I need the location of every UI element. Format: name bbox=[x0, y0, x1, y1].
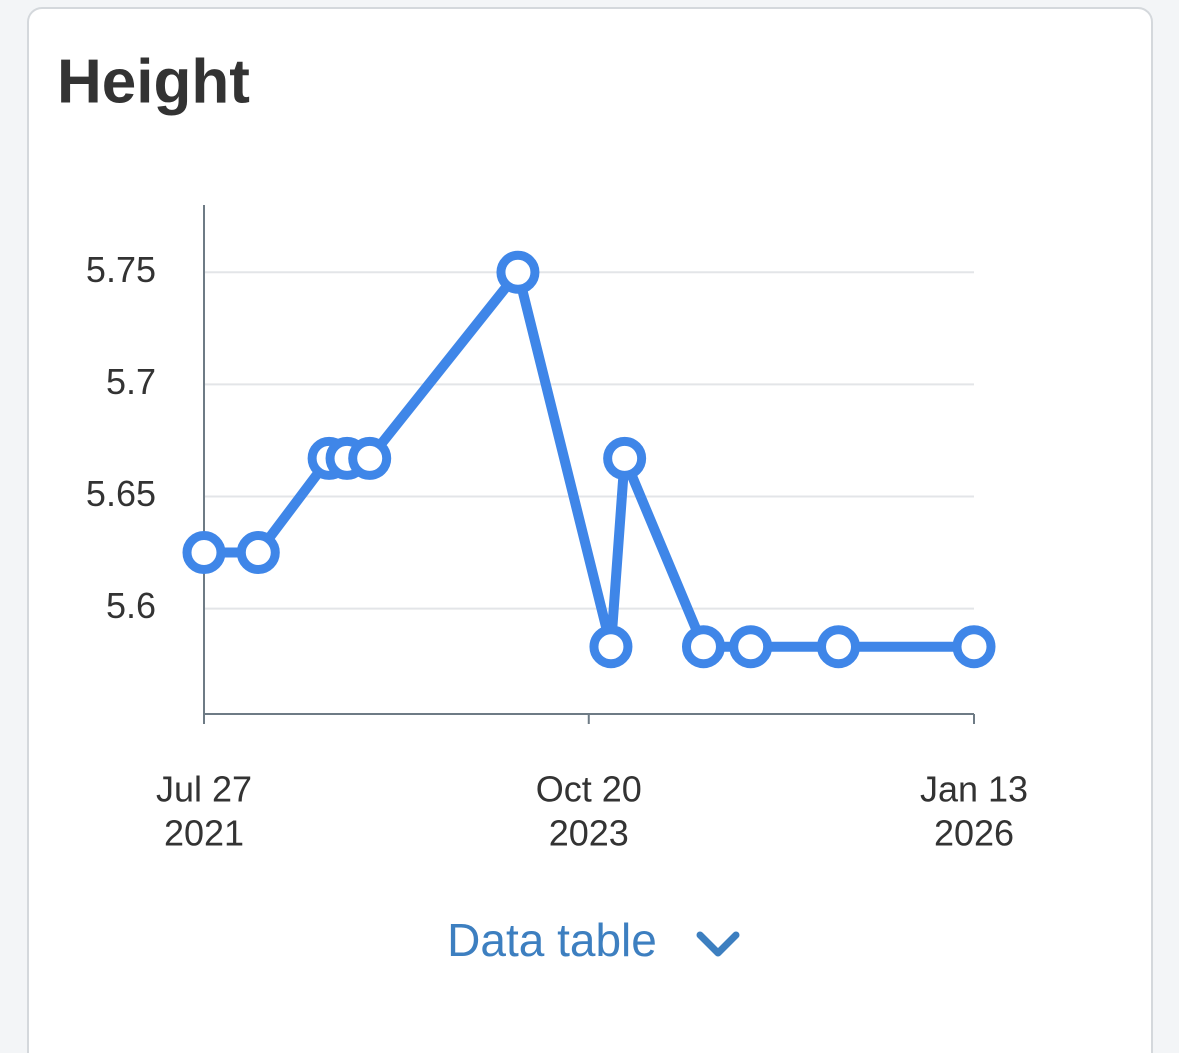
x-tick-label: Jul 27 bbox=[156, 769, 252, 810]
x-tick-label: Jan 13 bbox=[920, 769, 1028, 810]
data-table-toggle[interactable]: Data table bbox=[447, 914, 740, 966]
x-tick-label: Oct 20 bbox=[536, 769, 642, 810]
data-point bbox=[589, 625, 633, 669]
y-tick-label: 5.7 bbox=[106, 361, 156, 402]
x-tick-label: 2021 bbox=[164, 813, 244, 854]
y-tick-label: 5.65 bbox=[86, 473, 156, 514]
data-point bbox=[603, 436, 647, 480]
data-point bbox=[496, 250, 540, 294]
data-point bbox=[236, 531, 280, 575]
data-point bbox=[729, 625, 773, 669]
x-tick-label: 2026 bbox=[934, 813, 1014, 854]
chevron-icon[interactable] bbox=[696, 931, 740, 957]
data-point bbox=[952, 625, 996, 669]
y-tick-label: 5.6 bbox=[106, 585, 156, 626]
y-tick-label: 5.75 bbox=[86, 249, 156, 290]
data-point bbox=[681, 625, 725, 669]
data-point bbox=[182, 531, 226, 575]
card bbox=[27, 7, 1153, 1053]
data-table-link[interactable]: Data table bbox=[447, 914, 657, 966]
chart-title: Height bbox=[57, 47, 250, 116]
x-tick-label: 2023 bbox=[549, 813, 629, 854]
data-point bbox=[348, 436, 392, 480]
data-point bbox=[817, 625, 861, 669]
